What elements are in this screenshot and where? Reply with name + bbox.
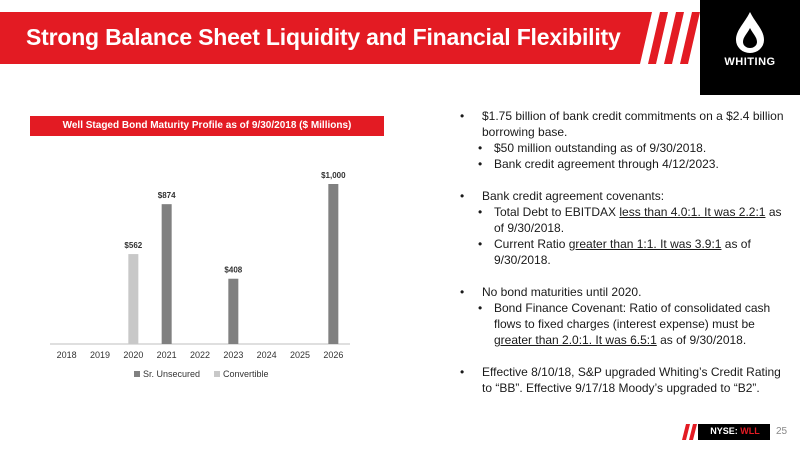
logo: WHITING (700, 0, 800, 95)
bullet-current-ratio: Current Ratio greater than 1:1. It was 3… (460, 236, 790, 268)
footer-ticker-box (698, 424, 770, 440)
legend-label: Convertible (223, 369, 269, 379)
bullet-credit-rating: Effective 8/10/18, S&P upgraded Whiting’… (460, 364, 790, 396)
chart-title: Well Staged Bond Maturity Profile as of … (30, 116, 384, 136)
x-tick-label: 2026 (323, 350, 343, 360)
data-label: $562 (124, 241, 142, 250)
footer-stripes (682, 424, 697, 440)
bullet-agreement-term: Bank credit agreement through 4/12/2023. (460, 156, 790, 172)
page-title: Strong Balance Sheet Liquidity and Finan… (26, 24, 621, 50)
legend-swatch (134, 371, 140, 377)
data-label: $874 (158, 191, 176, 200)
x-tick-label: 2022 (190, 350, 210, 360)
bullet-debt-ebitdax: Total Debt to EBITDAX less than 4.0:1. I… (460, 204, 790, 236)
data-label: $408 (224, 266, 242, 275)
bullet-covenants: Bank credit agreement covenants: (460, 188, 790, 204)
bullet-credit-commitments: $1.75 billion of bank credit commitments… (460, 108, 790, 140)
data-label: $1,000 (321, 171, 346, 180)
drop-icon (736, 12, 764, 53)
x-tick-label: 2019 (90, 350, 110, 360)
x-tick-label: 2025 (290, 350, 310, 360)
x-tick-label: 2023 (223, 350, 243, 360)
title-band (0, 12, 640, 64)
bond-maturity-chart: 2018 2019 2020 2021 2022 2023 2024 2025 2026 $874… (50, 171, 350, 379)
legend-label: Sr. Unsecured (143, 369, 200, 379)
legend-swatch (214, 371, 220, 377)
bullet-no-maturities: No bond maturities until 2020. (460, 284, 790, 300)
logo-text: WHITING (724, 56, 776, 68)
bar (128, 254, 139, 344)
bullet-outstanding: $50 million outstanding as of 9/30/2018. (460, 140, 790, 156)
bullet-finance-covenant: Bond Finance Covenant: Ratio of consolid… (460, 300, 790, 348)
page-number: 25 (776, 426, 788, 437)
ticker: NYSE: WLL (710, 426, 760, 436)
bar (228, 278, 239, 344)
bar (161, 204, 172, 344)
bar (328, 184, 339, 344)
x-tick-label: 2021 (157, 350, 177, 360)
x-tick-label: 2024 (257, 350, 277, 360)
bullet-list: $1.75 billion of bank credit commitments… (460, 108, 790, 396)
x-tick-label: 2018 (57, 350, 77, 360)
x-tick-label: 2020 (123, 350, 143, 360)
title-stripes (640, 12, 700, 64)
